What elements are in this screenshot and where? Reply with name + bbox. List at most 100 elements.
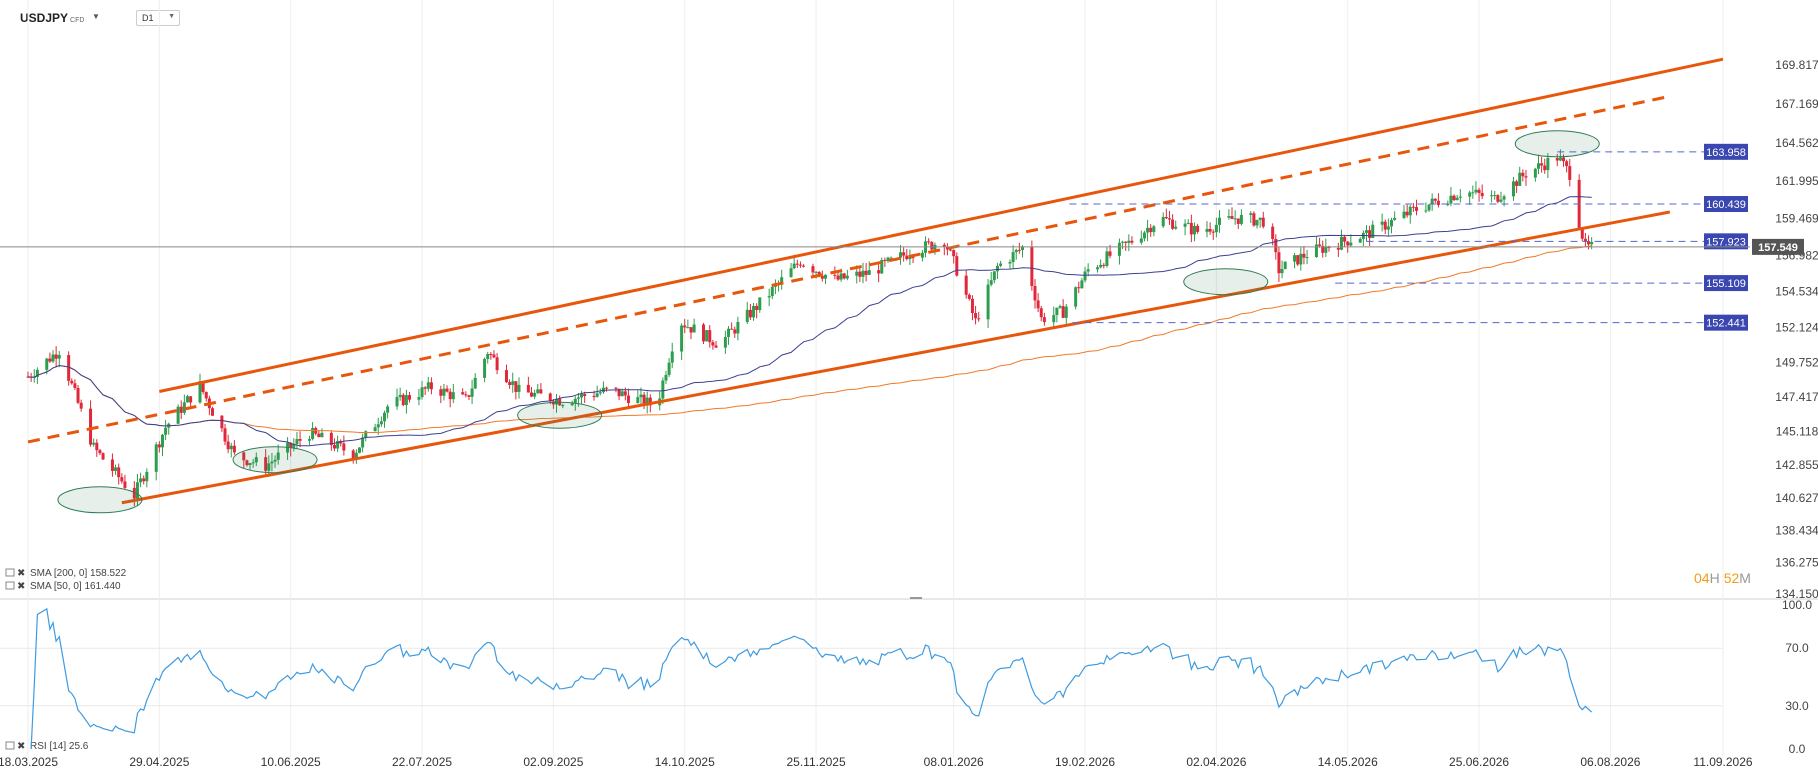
candle bbox=[176, 404, 180, 424]
close-icon[interactable]: ✖ bbox=[17, 741, 25, 752]
candle-body bbox=[1030, 246, 1034, 286]
candle bbox=[267, 455, 271, 477]
candle-body bbox=[1174, 226, 1178, 229]
candle-body bbox=[1515, 181, 1519, 186]
candle bbox=[689, 327, 693, 340]
candle-body bbox=[1274, 238, 1278, 253]
candle-body bbox=[1471, 192, 1475, 194]
candle-body bbox=[336, 440, 340, 449]
candle bbox=[701, 322, 705, 344]
level-tag-label: 152.441 bbox=[1706, 318, 1746, 330]
candle bbox=[886, 256, 890, 263]
candle bbox=[198, 373, 202, 404]
candle bbox=[1502, 194, 1506, 207]
candle-body bbox=[1302, 253, 1306, 258]
candle bbox=[1130, 236, 1134, 245]
candle-body bbox=[211, 408, 215, 416]
close-icon[interactable]: ✖ bbox=[17, 581, 25, 592]
candle bbox=[795, 259, 799, 269]
candle bbox=[123, 474, 127, 490]
candle bbox=[1321, 240, 1325, 258]
candle bbox=[467, 394, 471, 400]
candle bbox=[995, 262, 999, 280]
candle-body bbox=[1020, 246, 1024, 250]
symbol-label[interactable]: USDJPY CFD bbox=[20, 11, 84, 25]
candle bbox=[354, 449, 358, 464]
candle-body bbox=[451, 392, 455, 400]
candle-body bbox=[1511, 181, 1515, 197]
candle-body bbox=[45, 358, 49, 370]
candle-body bbox=[620, 391, 624, 397]
candle-body bbox=[320, 432, 324, 438]
candle bbox=[974, 305, 978, 325]
candle-body bbox=[229, 445, 233, 450]
candle bbox=[448, 388, 452, 408]
candle-body bbox=[1218, 217, 1222, 225]
candle bbox=[329, 431, 333, 451]
candle bbox=[1358, 237, 1362, 243]
candle-body bbox=[154, 444, 158, 472]
candle-body bbox=[1449, 195, 1453, 204]
candle-body bbox=[711, 342, 715, 346]
candle bbox=[417, 388, 421, 406]
candle bbox=[977, 311, 981, 322]
timeframe-select[interactable]: D1 ▼ bbox=[136, 10, 180, 26]
candle-body bbox=[708, 330, 712, 343]
candle-body bbox=[1436, 200, 1440, 206]
candle-body bbox=[1393, 217, 1397, 220]
candle bbox=[1411, 203, 1415, 212]
candle bbox=[880, 257, 884, 274]
candle-body bbox=[1521, 172, 1525, 177]
candle-body bbox=[920, 252, 924, 258]
candle bbox=[408, 391, 412, 403]
candle-body bbox=[955, 256, 959, 276]
chevron-down-icon[interactable]: ▼ bbox=[92, 12, 100, 21]
candle bbox=[1017, 242, 1021, 254]
candle bbox=[114, 464, 118, 475]
candle bbox=[1008, 259, 1012, 270]
candle bbox=[1436, 193, 1440, 208]
price-axis-label: 152.124 bbox=[1775, 320, 1818, 334]
candle-body bbox=[1252, 213, 1256, 226]
candle bbox=[636, 390, 640, 404]
candle-body bbox=[486, 354, 490, 359]
candle bbox=[1139, 230, 1143, 245]
candle-body bbox=[295, 439, 299, 444]
candle-body bbox=[79, 402, 83, 409]
candle bbox=[536, 384, 540, 395]
candle-body bbox=[1074, 287, 1078, 307]
candle-body bbox=[899, 252, 903, 258]
candle bbox=[1515, 179, 1519, 193]
candle bbox=[1458, 188, 1462, 203]
candle-body bbox=[1339, 236, 1343, 250]
candle-body bbox=[1558, 157, 1562, 161]
candle-body bbox=[883, 259, 887, 262]
candle-body bbox=[1536, 163, 1540, 169]
candle-body bbox=[1139, 238, 1143, 243]
candle bbox=[533, 389, 537, 400]
level-tag-label: 155.109 bbox=[1706, 278, 1746, 290]
candle bbox=[270, 452, 274, 472]
candle bbox=[955, 252, 959, 277]
candle-body bbox=[1121, 241, 1125, 243]
candle-body bbox=[686, 327, 690, 329]
candle bbox=[1127, 234, 1131, 252]
legend-bars-icon bbox=[5, 581, 15, 590]
chart-header: USDJPY CFD ▼ D1 ▼ bbox=[0, 0, 1818, 28]
candle bbox=[423, 386, 427, 395]
candle bbox=[539, 383, 543, 394]
candle-body bbox=[1058, 306, 1062, 308]
candle bbox=[811, 263, 815, 277]
close-icon[interactable]: ✖ bbox=[17, 568, 25, 579]
candle-body bbox=[1236, 218, 1240, 224]
candle bbox=[1117, 238, 1121, 265]
candle-body bbox=[636, 397, 640, 404]
candle bbox=[1208, 222, 1212, 235]
candle-body bbox=[905, 255, 909, 260]
candle bbox=[711, 339, 715, 350]
price-axis-label: 142.855 bbox=[1775, 458, 1818, 472]
candle-body bbox=[670, 351, 674, 363]
price-axis-label: 164.562 bbox=[1775, 136, 1818, 150]
candle-body bbox=[858, 271, 862, 277]
